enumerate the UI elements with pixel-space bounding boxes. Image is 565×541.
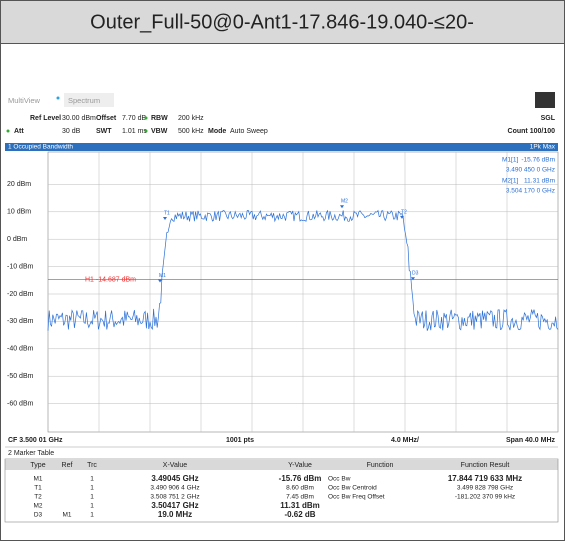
header-band: [0, 0, 565, 44]
marker-label: M1: [159, 273, 166, 279]
table-cell: 3.499 828 798 GHz: [457, 485, 513, 492]
y-tick-label: -30 dBm: [7, 318, 34, 325]
table-cell: -15.76 dBm: [279, 474, 322, 483]
table-cell: Occ Bw Freq Offset: [328, 494, 385, 501]
table-cell: 1: [90, 503, 94, 510]
setting: SWT: [96, 128, 112, 135]
trace-label: 1Pk Max: [530, 144, 556, 151]
table-cell: 1: [90, 476, 94, 483]
table-header: Function Result: [461, 462, 510, 469]
tab-bg: [64, 93, 114, 107]
table-cell: 1: [90, 494, 94, 501]
setting: Att: [14, 128, 24, 135]
marker-symbol: [400, 215, 404, 219]
window-title: 1 Occupied Bandwidth: [8, 144, 73, 151]
table-header: Trc: [87, 462, 97, 469]
table-cell: 17.844 719 633 MHz: [448, 474, 522, 483]
y-tick-label: -60 dBm: [7, 400, 34, 407]
setting: 1.01 ms: [122, 128, 147, 135]
table-title: 2 Marker Table: [8, 450, 54, 457]
marker-label: M2: [341, 199, 348, 205]
trace: [47, 209, 559, 331]
table-cell: 3.490 906 4 GHz: [150, 485, 199, 492]
h1-label: H1 -14.687 dBm: [85, 276, 136, 283]
setting: 200 kHz: [178, 115, 204, 122]
table-cell: 1: [90, 485, 94, 492]
table-cell: T2: [34, 494, 42, 501]
marker-symbol: [340, 205, 344, 209]
table-cell: M1: [33, 476, 42, 483]
setting: Count 100/100: [508, 128, 556, 135]
footer-label: CF 3.500 01 GHz: [8, 437, 63, 444]
table-cell: M1: [62, 512, 71, 519]
table-cell: Occ Bw Centroid: [328, 485, 377, 492]
table-cell: T1: [34, 485, 42, 492]
footer-label: Span 40.0 MHz: [506, 437, 556, 444]
marker-label: T1: [164, 210, 170, 216]
footer-label: 4.0 MHz/: [391, 437, 419, 444]
table-cell: M2: [33, 503, 42, 510]
table-cell: 1: [90, 512, 94, 519]
table-header-bg: [5, 460, 558, 470]
setting: RBW: [151, 115, 168, 122]
tab[interactable]: Spectrum: [68, 96, 100, 105]
setting: Auto Sweep: [230, 128, 268, 135]
y-tick-label: 20 dBm: [7, 181, 31, 188]
setting: Mode: [208, 128, 226, 135]
setting: 30.00 dBm: [62, 115, 96, 122]
y-tick-label: -40 dBm: [7, 346, 34, 353]
table-cell: D3: [34, 512, 43, 519]
marker-label: D3: [412, 271, 419, 277]
setting: SGL: [541, 115, 556, 122]
marker-info: -15.76 dBm: [521, 157, 555, 164]
marker-info: 11.31 dBm: [524, 178, 555, 185]
status-dot: [144, 129, 148, 133]
setting: VBW: [151, 128, 168, 135]
setting: Ref Level: [30, 115, 61, 122]
table-cell: 3.50417 GHz: [151, 501, 198, 510]
table-header: Function: [367, 462, 394, 469]
marker-info: M1[1]: [502, 157, 518, 164]
y-tick-label: 0 dBm: [7, 236, 27, 243]
table-cell: 3.508 751 2 GHz: [150, 494, 199, 501]
setting: 30 dB: [62, 128, 81, 135]
y-tick-label: -10 dBm: [7, 263, 34, 270]
y-tick-label: 10 dBm: [7, 209, 31, 216]
menu-button[interactable]: [535, 92, 555, 108]
table-header: Y-Value: [288, 462, 312, 469]
setting: 7.70 dB: [122, 115, 146, 122]
table-header: Type: [30, 462, 45, 469]
table-cell: -0.62 dB: [284, 510, 315, 519]
marker-info: M2[1]: [502, 178, 518, 185]
tab-dot: [56, 96, 60, 100]
header-title: Outer_Full-50@0-Ant1-17.846-19.040-≤20-: [90, 11, 474, 33]
table-cell: 7.45 dBm: [286, 494, 314, 501]
marker-label: T2: [401, 209, 407, 215]
table-cell: Occ Bw: [328, 476, 351, 483]
marker-symbol: [411, 277, 415, 281]
table-header: X-Value: [163, 462, 187, 469]
table-cell: 19.0 MHz: [158, 510, 192, 519]
status-dot: [6, 129, 10, 133]
marker-info: 3.504 170 0 GHz: [506, 188, 555, 195]
table-cell: 11.31 dBm: [280, 501, 320, 510]
marker-symbol: [163, 217, 167, 221]
tab[interactable]: MultiView: [8, 96, 41, 105]
status-dot: [144, 116, 148, 120]
table-cell: -181.202 370 99 kHz: [455, 494, 515, 501]
table-cell: 3.49045 GHz: [151, 474, 198, 483]
y-tick-label: -20 dBm: [7, 291, 34, 298]
setting: Offset: [96, 115, 117, 122]
marker-symbol: [158, 279, 162, 283]
y-tick-label: -50 dBm: [7, 373, 34, 380]
window-titlebar: [5, 143, 558, 151]
setting: 500 kHz: [178, 128, 204, 135]
table-border: [4, 458, 559, 523]
marker-info: 3.490 450 0 GHz: [506, 167, 555, 174]
footer-label: 1001 pts: [226, 437, 254, 444]
table-cell: 8.60 dBm: [286, 485, 314, 492]
table-header: Ref: [62, 462, 73, 469]
